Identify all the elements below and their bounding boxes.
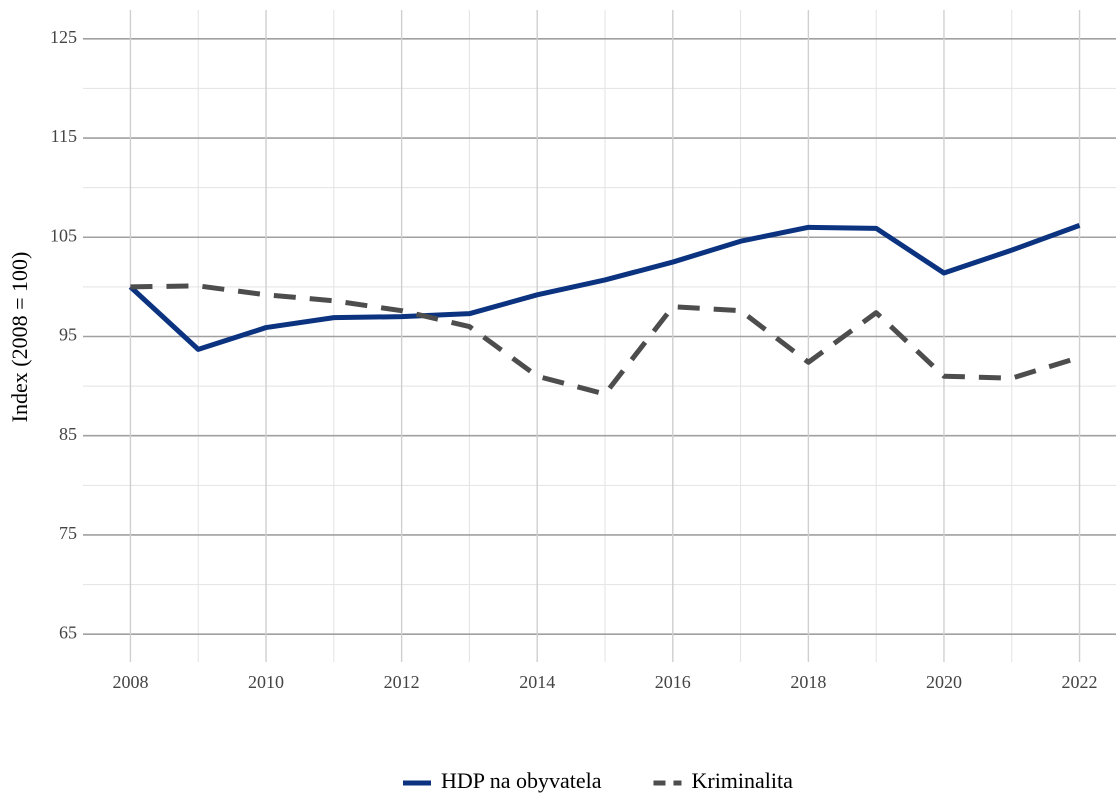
series-line bbox=[128, 223, 1081, 352]
y-tick-label: 75 bbox=[59, 523, 77, 543]
x-tick-label: 2016 bbox=[655, 672, 691, 692]
x-tick-label: 2020 bbox=[926, 672, 962, 692]
x-tick-label: 2022 bbox=[1062, 672, 1098, 692]
legend-label: Kriminalita bbox=[691, 768, 793, 793]
x-tick-label: 2010 bbox=[248, 672, 284, 692]
lines bbox=[128, 223, 1081, 397]
y-tick-label: 125 bbox=[50, 27, 77, 47]
y-axis-title: Index (2008 = 100) bbox=[7, 252, 32, 423]
legend: HDP na obyvatela Kriminalita bbox=[403, 768, 793, 793]
x-tick-label: 2018 bbox=[790, 672, 826, 692]
y-tick-label: 85 bbox=[59, 424, 77, 444]
y-tick-label: 105 bbox=[50, 225, 77, 245]
grid: 65 75 85 95 105 115 125 2008 2010 2012 2014 2016 201… bbox=[50, 10, 1116, 692]
y-tick-label: 65 bbox=[59, 622, 77, 642]
legend-label: HDP na obyvatela bbox=[441, 768, 602, 793]
series-line bbox=[130, 283, 1081, 397]
x-tick-label: 2012 bbox=[384, 672, 420, 692]
x-tick-label: 2008 bbox=[112, 672, 148, 692]
y-tick-label: 95 bbox=[59, 325, 77, 345]
x-tick-label: 2014 bbox=[519, 672, 555, 692]
y-tick-label: 115 bbox=[51, 126, 77, 146]
